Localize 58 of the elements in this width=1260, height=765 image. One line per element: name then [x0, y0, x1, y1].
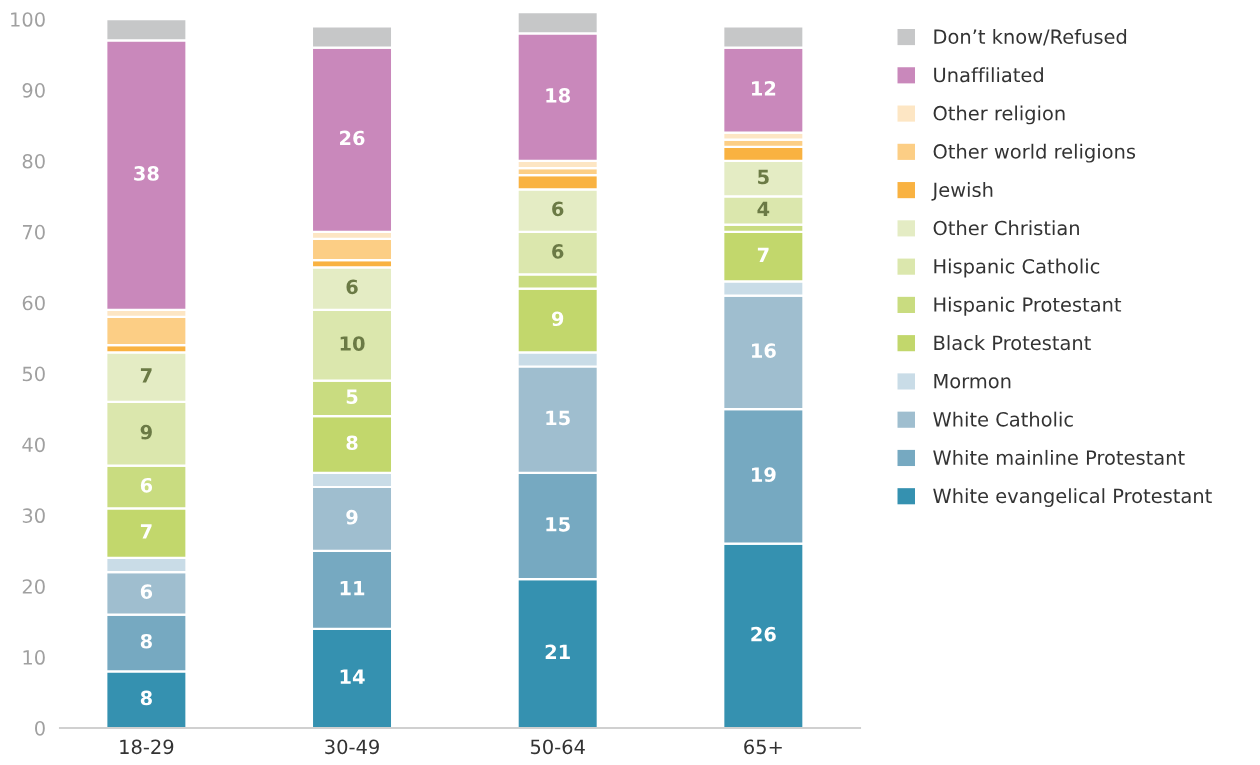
y-tick-label: 90	[22, 83, 45, 98]
legend-label: Don’t know/Refused	[934, 28, 1127, 46]
legend-label: Other world religions	[933, 143, 1136, 163]
x-tick-label: 50-64	[530, 739, 585, 755]
data-label: 5	[346, 389, 358, 405]
legend-label: Other Christian	[933, 220, 1079, 236]
legend-label: White evangelical Protestant	[933, 488, 1212, 507]
data-label: 12	[752, 80, 776, 96]
data-label: 19	[752, 467, 776, 483]
legend-label: Hispanic Protestant	[934, 296, 1122, 316]
data-label: 6	[140, 477, 153, 493]
data-label: 14	[340, 669, 365, 684]
y-tick-label: 70	[22, 224, 45, 240]
y-tick-label: 20	[22, 579, 45, 594]
data-label: 38	[134, 166, 159, 181]
data-label: 16	[752, 343, 776, 358]
data-label: 5	[758, 169, 769, 185]
data-label: 9	[551, 311, 564, 327]
data-label: 6	[552, 244, 564, 259]
data-label: 8	[140, 690, 152, 706]
data-label: 7	[757, 247, 769, 262]
legend-label: Hispanic Catholic	[934, 258, 1100, 278]
data-label: 15	[546, 410, 570, 426]
legend-label: Other religion	[933, 105, 1065, 125]
x-tick-label: 65+	[744, 739, 782, 755]
data-label: 6	[346, 279, 358, 295]
data-label: 26	[340, 130, 365, 146]
data-label: 7	[140, 368, 152, 383]
data-label: 8	[140, 633, 152, 649]
data-label: 6	[552, 201, 564, 217]
legend-label: White Catholic	[933, 411, 1073, 427]
legend-label: Black Protestant	[934, 335, 1091, 351]
y-tick-label: 30	[22, 508, 45, 524]
data-label: 15	[546, 517, 570, 532]
data-label: 8	[346, 435, 358, 451]
data-label: 9	[140, 424, 152, 440]
data-label: 7	[140, 524, 152, 539]
y-tick-label: 40	[22, 437, 45, 453]
legend-label: Mormon	[934, 373, 1011, 389]
data-label: 6	[140, 584, 153, 599]
data-label: 10	[340, 336, 365, 351]
data-label: 11	[340, 580, 365, 596]
y-tick-label: 50	[22, 366, 45, 382]
x-tick-label: 18-29	[120, 739, 174, 755]
legend-label: Unaffiliated	[934, 67, 1043, 83]
data-label: 26	[751, 626, 776, 642]
data-label: 4	[757, 201, 770, 216]
y-tick-label: 60	[22, 295, 45, 311]
legend-label: White mainline Protestant	[933, 449, 1185, 465]
data-label: 9	[346, 509, 358, 525]
y-tick-label: 80	[22, 153, 45, 169]
y-tick-label: 10	[23, 650, 45, 665]
data-label: 18	[546, 88, 571, 103]
x-tick-label: 30-49	[325, 739, 379, 755]
y-tick-label: 0	[35, 720, 45, 736]
data-label: 21	[545, 644, 570, 659]
legend-label: Jewish	[931, 182, 993, 201]
y-tick-label: 100	[11, 12, 45, 27]
